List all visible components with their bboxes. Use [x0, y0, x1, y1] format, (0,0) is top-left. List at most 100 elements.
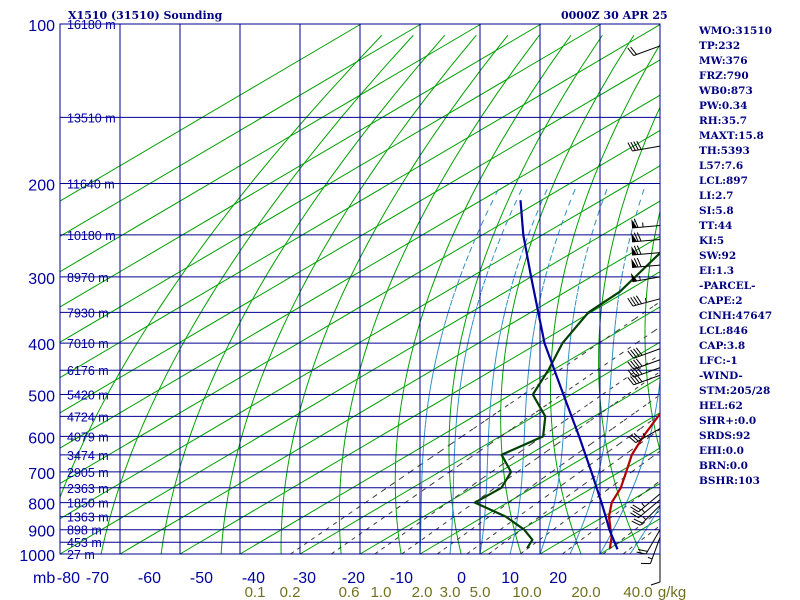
mixing-ratio-line: [641, 534, 649, 541]
dry-adiabat: [509, 509, 512, 514]
moist-adiabat: [624, 252, 628, 262]
dry-adiabat: [506, 492, 508, 497]
stat-line: SHR+:0.0: [699, 415, 757, 427]
moist-adiabat: [535, 205, 541, 216]
stat-line: LFC:-1: [699, 355, 738, 367]
dry-adiabat: [648, 392, 651, 400]
dry-adiabat: [451, 392, 453, 400]
wind-barb: [631, 218, 661, 229]
dry-adiabat: [172, 354, 178, 363]
dry-adiabat: [125, 354, 131, 363]
moist-adiabat: [600, 458, 603, 462]
dry-adiabat: [234, 458, 237, 464]
dry-adiabat: [512, 525, 515, 530]
dry-adiabat: [101, 398, 106, 406]
mixing-ratio-line: [440, 443, 452, 452]
dry-adiabat: [416, 210, 426, 226]
dry-adiabat: [120, 362, 126, 371]
moist-adiabat: [632, 546, 636, 550]
dry-adiabat: [80, 441, 84, 448]
stat-line: -WIND-: [699, 370, 743, 382]
dry-adiabat: [258, 377, 262, 386]
barb-flag: [627, 47, 635, 56]
dry-adiabat: [362, 239, 371, 253]
mixing-ratio-line: [536, 450, 548, 459]
mixing-ratio-line: [634, 524, 642, 531]
moist-adiabat: [509, 284, 513, 292]
moist-adiabat: [557, 225, 562, 236]
pressure-tick-label: 400: [28, 337, 55, 354]
mixing-ratio-line: [340, 513, 350, 520]
dry-adiabat: [169, 501, 172, 506]
mixing-ratio-line: [545, 490, 555, 498]
mixing-ratio-line: [374, 548, 382, 555]
dry-adiabat: [193, 418, 197, 425]
mixing-ratio-line: [566, 490, 576, 498]
dry-adiabat: [163, 533, 165, 538]
dry-adiabat: [645, 117, 656, 140]
mixing-ratio-line: [491, 464, 502, 473]
mixing-ratio-line: [528, 518, 537, 525]
mixing-ratio-line: [318, 529, 327, 536]
mixing-ratio-line: [556, 436, 569, 445]
dry-adiabat: [328, 225, 338, 240]
dry-adiabat: [321, 239, 330, 253]
wind-barb: [627, 358, 661, 370]
dry-adiabat: [443, 159, 455, 178]
dry-adiabat: [270, 345, 275, 355]
dry-adiabat: [189, 430, 193, 437]
mixing-ratio-label: g/kg: [658, 584, 686, 600]
dry-adiabat: [83, 436, 87, 443]
mixing-ratio-line: [443, 544, 451, 550]
moist-adiabat: [528, 364, 530, 371]
dry-adiabat: [217, 210, 230, 226]
isotherm: [359, 377, 661, 555]
barb-staff: [632, 252, 661, 256]
moist-adiabat: [596, 475, 599, 479]
mixing-ratio-line: [337, 544, 346, 550]
mixing-ratio-line: [517, 464, 528, 473]
moist-adiabat: [533, 325, 536, 332]
barb-half-flag: [644, 297, 647, 303]
wind-barb: [627, 140, 661, 152]
mixing-ratio-line: [421, 534, 430, 541]
dry-adiabat: [517, 276, 522, 289]
height-label: 7010 m: [67, 337, 109, 351]
stat-line: CAPE:2: [699, 295, 743, 307]
dry-adiabat: [625, 177, 632, 195]
moist-adiabat: [513, 534, 515, 538]
moist-adiabat: [655, 403, 658, 408]
stat-line: MAXT:15.8: [699, 130, 764, 142]
mixing-ratio-line: [654, 371, 661, 376]
dry-adiabat: [260, 370, 265, 378]
moist-adiabat: [543, 276, 546, 285]
moist-adiabat: [645, 447, 648, 452]
mixing-ratio-line: [616, 318, 636, 332]
pressure-tick-label: 900: [28, 524, 55, 541]
mixing-ratio-line: [435, 524, 444, 531]
dry-adiabat: [456, 533, 458, 538]
dry-adiabat: [108, 517, 111, 523]
dry-adiabat: [572, 225, 578, 240]
sounding-indices-panel: WMO:31510 TP:232 MW:376 FRZ:790 WB0:873 PW:0.…: [699, 24, 799, 489]
moist-adiabat: [511, 276, 515, 285]
barb-pennant: [631, 218, 638, 228]
moist-adiabat: [548, 524, 550, 528]
dry-adiabat: [653, 225, 658, 240]
dry-adiabat: [170, 496, 173, 502]
mixing-ratio-line: [500, 428, 513, 437]
dry-adiabat: [480, 92, 498, 118]
moist-adiabat: [463, 359, 466, 366]
barb-staff: [633, 348, 661, 359]
dry-adiabat: [620, 501, 623, 506]
dry-adiabat: [558, 288, 562, 299]
mixing-ratio-line: [490, 484, 500, 492]
moist-adiabat: [574, 298, 577, 306]
dry-adiabat: [197, 239, 208, 253]
dry-adiabat: [252, 287, 260, 300]
moist-adiabat: [501, 318, 504, 326]
moist-adiabat: [629, 490, 633, 495]
dry-adiabat: [599, 308, 602, 319]
dry-adiabat: [63, 482, 67, 488]
moist-adiabat: [439, 337, 442, 344]
